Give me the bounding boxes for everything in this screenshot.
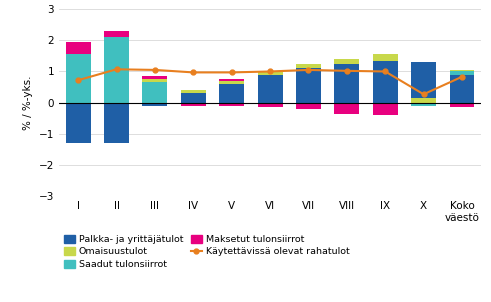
Bar bbox=[373, 54, 398, 60]
Bar bbox=[142, 103, 167, 106]
Bar bbox=[411, 62, 436, 103]
Bar bbox=[334, 103, 359, 114]
Bar bbox=[411, 103, 436, 106]
Bar bbox=[142, 82, 167, 103]
Bar bbox=[258, 103, 282, 107]
Bar bbox=[181, 93, 206, 103]
Bar bbox=[66, 103, 90, 143]
Bar bbox=[450, 75, 474, 103]
Bar bbox=[296, 103, 321, 109]
Bar bbox=[258, 72, 282, 75]
Bar bbox=[258, 75, 282, 103]
Bar bbox=[296, 64, 321, 68]
Bar bbox=[181, 90, 206, 93]
Bar bbox=[142, 76, 167, 79]
Y-axis label: % / %-yks.: % / %-yks. bbox=[23, 76, 33, 130]
Bar bbox=[334, 64, 359, 103]
Bar bbox=[296, 68, 321, 103]
Bar bbox=[104, 37, 129, 103]
Bar bbox=[450, 72, 474, 75]
Bar bbox=[450, 70, 474, 72]
Bar bbox=[373, 103, 398, 115]
Bar bbox=[450, 103, 474, 107]
Bar bbox=[104, 103, 129, 143]
Bar bbox=[411, 98, 436, 103]
Bar bbox=[219, 81, 244, 84]
Bar bbox=[104, 31, 129, 37]
Legend: Palkka- ja yrittäjätulot, Omaisuustulot, Saadut tulonsiirrot, Maksetut tulonsiir: Palkka- ja yrittäjätulot, Omaisuustulot,… bbox=[64, 235, 350, 269]
Bar bbox=[373, 60, 398, 103]
Bar bbox=[219, 84, 244, 103]
Bar bbox=[334, 59, 359, 64]
Bar bbox=[66, 42, 90, 54]
Bar bbox=[66, 54, 90, 103]
Bar bbox=[219, 79, 244, 81]
Bar bbox=[181, 103, 206, 106]
Bar bbox=[142, 79, 167, 82]
Bar bbox=[219, 103, 244, 106]
